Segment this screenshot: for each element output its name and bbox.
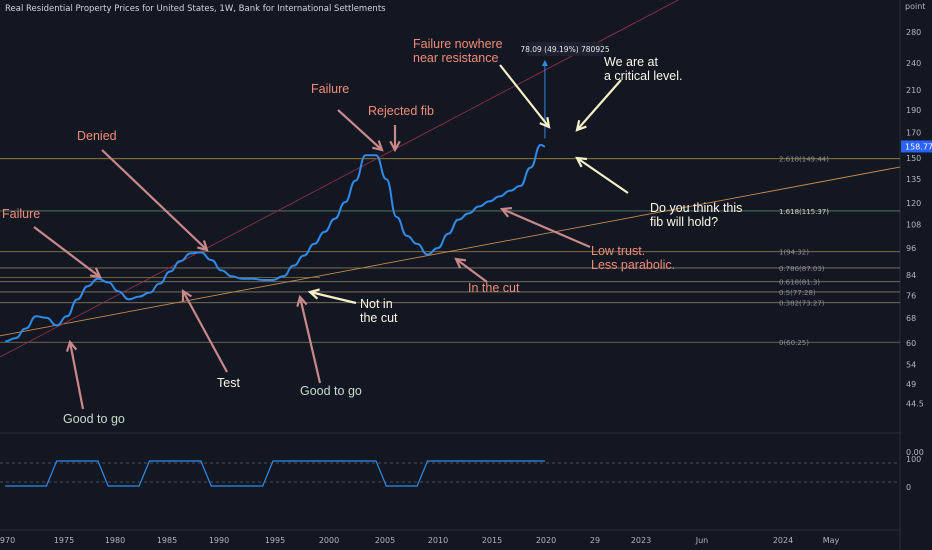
time-axis-tick-label: 2020	[536, 536, 556, 545]
arrow-failure-1	[33, 226, 101, 278]
time-axis-tick-label: 2023	[631, 536, 651, 545]
annotation-text: Good to go	[63, 412, 125, 426]
annotation-text: Low trust.	[591, 244, 645, 258]
fib-level-label: 0(60.25)	[779, 339, 809, 347]
price-axis-tick-label: 120	[906, 199, 921, 208]
time-axis-tick-label: 1985	[157, 536, 177, 545]
fib-level-label: 2.618(149.44)	[779, 156, 829, 164]
annotation-text: Good to go	[300, 384, 362, 398]
price-axis-tick-label: 135	[906, 175, 921, 184]
time-axis-tick-label: 1970	[0, 536, 15, 545]
indicator-axis-tick-label: 0.00	[906, 448, 924, 457]
price-axis-tick-label: 76	[906, 291, 916, 300]
annotation-text: Failure	[2, 207, 40, 221]
fib-level-label: 1(94.32)	[779, 249, 809, 257]
price-axis-tick-label: 96	[906, 244, 916, 253]
annotation-text: a critical level.	[604, 69, 683, 83]
arrow-critical-level-head	[575, 120, 587, 132]
price-axis-tick-label: 84	[906, 271, 916, 280]
time-axis-tick-label: 2015	[482, 536, 502, 545]
arrow-low-trust-head	[499, 206, 513, 218]
fib-level-label: 0.382(73.27)	[779, 300, 825, 308]
fib-level-label: 0.5(77.28)	[779, 289, 816, 297]
price-axis-tick-label: 280	[906, 28, 921, 37]
price-axis-tick-label: 240	[906, 59, 921, 68]
arrow-good-to-go-2	[298, 296, 322, 384]
arrow-failure-2	[337, 109, 383, 151]
fib-level-label: 0.786(87.03)	[779, 265, 825, 273]
annotation-text: Failure nowhere	[413, 37, 503, 51]
time-axis-tick-label: 1990	[209, 536, 229, 545]
measure-tooltip-box	[527, 42, 603, 56]
price-axis-tick-label: 68	[906, 314, 916, 323]
annotation-text: Denied	[77, 129, 117, 143]
arrow-test-head	[181, 288, 192, 302]
annotation-text: Failure	[311, 82, 349, 96]
price-axis-tick-label: 210	[906, 86, 921, 95]
time-axis-tick-label: 2000	[319, 536, 339, 545]
price-axis-tick-label: 49	[906, 380, 916, 389]
price-axis-tick-label: 108	[906, 220, 921, 229]
fib-level-label: 0.618(81.3)	[779, 279, 820, 287]
arrow-in-the-cut-head	[454, 257, 467, 269]
arrow-denied-head	[197, 240, 209, 252]
arrow-failure-nowhere	[499, 64, 550, 128]
arrow-in-the-cut	[455, 258, 488, 283]
fib-level-label: 1.618(115.37)	[779, 208, 829, 216]
price-axis-tick-label: 44.5	[906, 399, 924, 408]
price-axis-tick-label: 170	[906, 129, 921, 138]
arrow-denied	[101, 149, 208, 251]
arrow-good-to-go-2-head	[296, 294, 308, 307]
ascending-trendline	[0, 166, 901, 337]
annotation-text: Not in	[360, 297, 393, 311]
last-price-label: 158.77	[905, 142, 932, 151]
annotation-text: Do you think this	[650, 201, 742, 215]
arrow-critical-level	[576, 79, 622, 131]
arrow-failure-nowhere-head	[539, 116, 551, 129]
time-axis-tick-label: 29	[590, 536, 600, 545]
price-axis-tick-label: 150	[906, 154, 921, 163]
measure-tooltip-text: 78.09 (49.19%) 780925	[520, 45, 610, 54]
arrow-not-in-cut	[309, 290, 357, 305]
arrow-low-trust	[501, 207, 591, 249]
arrow-test	[182, 290, 228, 373]
price-axis-tick-label: 190	[906, 106, 921, 115]
arrow-failure-2-head	[372, 140, 384, 152]
arrow-rejected-fib-head	[389, 140, 401, 153]
time-axis-tick-label: 2005	[375, 536, 395, 545]
indicator-axis-tick-label: 100	[906, 455, 921, 464]
indicator-series-line	[5, 460, 545, 487]
arrow-failure-1-head	[89, 267, 102, 279]
annotation-text: the cut	[360, 311, 398, 325]
time-axis-tick-label: 1980	[105, 536, 125, 545]
indicator-axis-tick-label: 0	[906, 483, 911, 492]
annotation-text: Rejected fib	[368, 104, 434, 118]
time-axis-tick-label: Jun	[695, 536, 709, 545]
annotation-text: near resistance	[413, 51, 499, 65]
price-axis-tick-label: 54	[906, 360, 916, 369]
time-axis-tick-label: 1975	[54, 536, 74, 545]
price-axis-tick-label: 60	[906, 339, 916, 348]
annotation-text: We are at	[604, 55, 658, 69]
measure-arrow-head	[541, 60, 548, 66]
arrow-fib-hold	[576, 157, 629, 194]
time-axis-tick-label: 2024	[773, 536, 793, 545]
arrow-not-in-cut-head	[307, 288, 320, 300]
time-axis-tick-label: 2010	[428, 536, 448, 545]
annotation-text: Test	[217, 376, 240, 390]
time-axis-tick-label: May	[823, 536, 840, 545]
annotation-text: Less parabolic.	[591, 258, 675, 272]
axis-unit-label: point	[905, 2, 926, 11]
arrow-good-to-go-1	[68, 341, 85, 410]
arrow-fib-hold-head	[575, 156, 588, 168]
last-price-badge	[901, 140, 932, 153]
annotation-text: In the cut	[468, 281, 520, 295]
chart-title: Real Residential Property Prices for Uni…	[5, 4, 386, 14]
time-axis-tick-label: 1995	[265, 536, 285, 545]
arrow-good-to-go-1-head	[65, 339, 78, 352]
annotation-text: fib will hold?	[650, 215, 718, 229]
price-series-line	[5, 143, 546, 343]
